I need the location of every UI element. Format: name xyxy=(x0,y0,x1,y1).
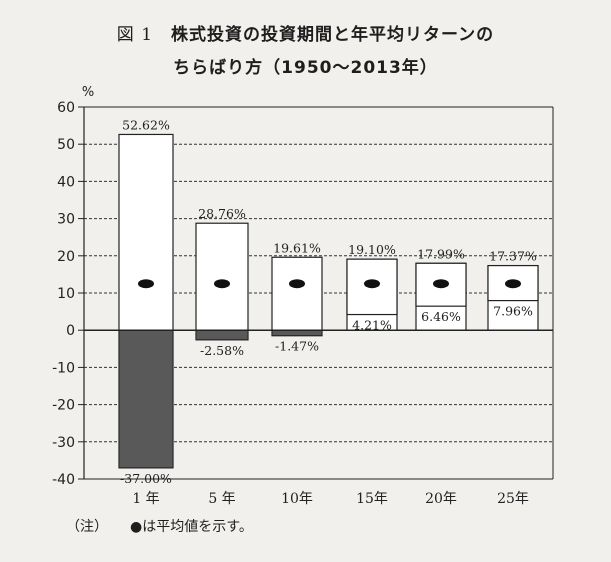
title-line-2: ちらばり方（1950〜2013年） xyxy=(173,58,438,78)
max-value-label: 28.76% xyxy=(198,206,246,221)
min-value-label: 7.96% xyxy=(493,304,533,319)
y-tick-label: -30 xyxy=(52,435,75,451)
y-axis-unit: % xyxy=(82,85,94,100)
y-tick-label: -20 xyxy=(52,398,75,414)
x-category-label: 25年 xyxy=(497,491,529,507)
footnote-label: （注） xyxy=(66,519,108,535)
mean-marker xyxy=(214,279,230,289)
figure-number: 図 1 xyxy=(116,25,154,45)
max-value-label: 17.99% xyxy=(417,246,465,261)
x-category-label: 15年 xyxy=(356,491,388,507)
y-tick-label: 60 xyxy=(57,100,75,116)
min-value-label: 4.21% xyxy=(352,318,392,333)
footnote-text: ●は平均値を示す。 xyxy=(130,519,253,535)
min-value-label: 6.46% xyxy=(421,309,461,324)
bar-negative xyxy=(271,329,323,337)
y-tick-label: 0 xyxy=(66,323,75,339)
mean-marker xyxy=(364,279,380,289)
y-tick-label: 30 xyxy=(57,212,75,228)
y-tick-label: 20 xyxy=(57,249,75,265)
min-value-label: -2.58% xyxy=(200,343,244,358)
min-value-label: -37.00% xyxy=(120,471,172,486)
max-value-label: 19.61% xyxy=(273,240,321,255)
max-value-label: 52.62% xyxy=(122,117,170,132)
x-category-label: 5 年 xyxy=(208,491,235,507)
y-tick-label: -10 xyxy=(52,360,75,376)
mean-marker xyxy=(433,279,449,289)
x-category-label: 20年 xyxy=(425,491,457,507)
title-line-1: 図 1 株式投資の投資期間と年平均リターンの xyxy=(0,20,611,45)
y-tick-label: -40 xyxy=(52,472,75,488)
y-tick-label: 50 xyxy=(57,137,75,153)
footnote: （注） ●は平均値を示す。 xyxy=(66,516,253,536)
y-tick-label: 40 xyxy=(57,174,75,190)
chart-title: 図 1 株式投資の投資期間と年平均リターンの ちらばり方（1950〜2013年） xyxy=(0,20,611,78)
bar-negative xyxy=(118,329,174,469)
bar-box xyxy=(271,256,323,337)
min-value-label: -1.47% xyxy=(275,339,319,354)
y-tick-label: 10 xyxy=(57,286,75,302)
max-value-label: 19.10% xyxy=(348,242,396,257)
bar-negative xyxy=(195,329,249,341)
x-category-label: 1 年 xyxy=(132,491,159,507)
mean-marker xyxy=(138,279,154,289)
title-text-1: 株式投資の投資期間と年平均リターンの xyxy=(171,25,495,45)
max-value-label: 17.37% xyxy=(489,249,537,264)
x-category-label: 10年 xyxy=(281,491,313,507)
mean-marker xyxy=(289,279,305,289)
mean-marker xyxy=(505,279,521,289)
